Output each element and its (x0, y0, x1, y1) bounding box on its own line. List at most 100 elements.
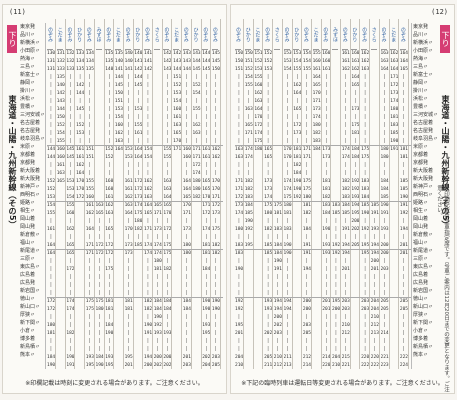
time-cell: 1607 (322, 59, 331, 64)
time-cell: 1428 (144, 67, 152, 72)
time-cell: │ (237, 131, 241, 136)
time-cell: │ (237, 139, 241, 144)
time-cell: │ (49, 83, 53, 88)
time-cell: 1846 (293, 171, 302, 176)
time-cell: │ (185, 131, 189, 136)
time-cell: │ (166, 131, 169, 136)
time-cell: │ (136, 171, 140, 176)
time-cell: 1816 (283, 211, 292, 216)
train-column: みずほ16391651│││17251726│││││17581800│││││… (95, 19, 105, 369)
time-cell: 1940 (302, 267, 311, 272)
time-cell: 1518 (235, 67, 243, 72)
time-cell: 2051 (211, 363, 220, 368)
time-cell (254, 330, 262, 338)
time-cell (313, 330, 321, 338)
time-cell (76, 210, 84, 218)
time-cell (313, 298, 321, 306)
time-cell: 1845 (153, 307, 162, 312)
time-cell: │ (354, 115, 357, 120)
time-cell: │ (286, 163, 289, 168)
time-cell: 1556 (47, 211, 55, 216)
time-cell: │ (286, 83, 289, 88)
station-name: 米原〃 (20, 144, 36, 150)
time-cell: │ (383, 91, 386, 96)
time-cell (245, 338, 253, 346)
time-cell (193, 234, 201, 242)
time-cell (313, 362, 321, 369)
time-cell: 1628 (124, 195, 133, 200)
time-cell (193, 250, 201, 258)
time-cell: │ (88, 115, 92, 120)
time-cell: │ (344, 283, 348, 288)
time-cell (351, 298, 359, 306)
time-cell: │ (69, 99, 72, 104)
time-cell (76, 282, 84, 290)
time-cell (154, 74, 162, 82)
time-cell: 1553 (66, 203, 75, 208)
time-cell: │ (334, 283, 338, 288)
time-cell (371, 146, 379, 154)
time-cell: │ (324, 107, 328, 112)
time-cell: 1320 (56, 59, 65, 64)
time-cell: │ (166, 259, 169, 264)
time-cell: │ (185, 99, 189, 104)
time-cell: │ (136, 235, 140, 240)
time-cell: 1916 (390, 147, 399, 152)
time-cell: │ (127, 291, 130, 296)
time-cell: 1958 (332, 299, 340, 304)
time-cell: 1943 (351, 203, 360, 208)
time-cell: 1503 (114, 91, 123, 96)
time-cell (154, 50, 162, 58)
time-cell: │ (146, 339, 150, 344)
time-cell: │ (383, 275, 386, 280)
time-cell: 1726 (95, 251, 104, 256)
train-column: のぞみ152015271538│││││││││16571658││173317… (264, 19, 274, 369)
time-cell: 1647 (399, 59, 408, 64)
time-cell: │ (214, 315, 218, 320)
time-cell (351, 314, 359, 322)
time-cell (274, 122, 282, 130)
time-cell: │ (69, 139, 72, 144)
time-cell (332, 106, 340, 114)
time-cell: │ (344, 339, 348, 344)
time-cell: │ (127, 163, 130, 168)
time-cell: │ (402, 331, 406, 336)
time-cell: 1758 (85, 307, 94, 312)
time-cell: │ (166, 139, 169, 144)
timetable-grid: のぞみ130513121318│││││││││14471448││152315… (47, 19, 223, 369)
time-cell (245, 322, 253, 330)
time-cell: │ (146, 99, 150, 104)
time-cell: 1945 (283, 307, 292, 312)
time-cell: │ (363, 339, 367, 344)
time-cell (254, 266, 262, 274)
time-cell: │ (266, 339, 270, 344)
time-cell (134, 282, 142, 290)
time-cell: 1758 (361, 155, 370, 160)
time-cell: │ (237, 163, 241, 168)
time-cell: 1456 (134, 83, 143, 88)
time-cell: 1848 (351, 147, 360, 152)
time-cell (57, 258, 65, 266)
time-cell: 1638 (235, 155, 243, 160)
time-cell: 1546 (173, 99, 182, 104)
time-cell (115, 170, 123, 178)
station-name: 名古屋着 (413, 120, 434, 126)
time-cell: │ (88, 323, 92, 328)
train-name: のぞみ (235, 19, 241, 50)
time-cell: 1815 (293, 155, 302, 160)
time-cell: │ (69, 323, 72, 328)
time-cell: 1628 (211, 155, 220, 160)
time-cell (115, 298, 123, 306)
time-cell: 2018 (399, 251, 408, 256)
time-cell: │ (344, 259, 348, 264)
time-cell: 1333 (76, 51, 85, 56)
time-cell: 2031 (182, 363, 191, 368)
time-cell: 1650 (312, 83, 321, 88)
time-cell: 1808 (134, 219, 143, 224)
time-cell (193, 258, 201, 266)
time-cell (115, 282, 123, 290)
time-cell: 1648 (134, 147, 143, 152)
time-cell: 1634 (163, 187, 172, 192)
time-cell: │ (185, 83, 189, 88)
